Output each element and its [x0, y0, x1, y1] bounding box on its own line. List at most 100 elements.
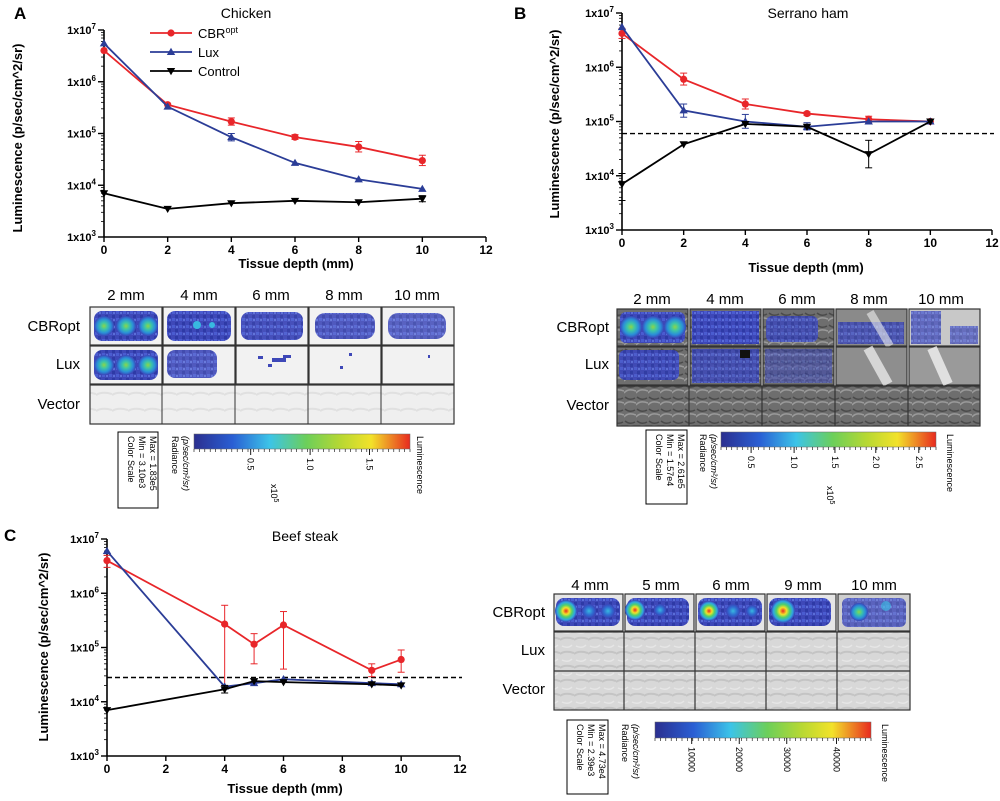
y-tick-label: 1x104	[67, 177, 96, 192]
chart-a-xlabel: Tissue depth (mm)	[238, 256, 353, 271]
y-tick-label: 1x107	[67, 22, 96, 37]
depth-labels-a: 2 mm 4 mm 6 mm 8 mm 10 mm	[107, 287, 440, 304]
radiance-label: Radiance	[620, 724, 630, 762]
data-point	[864, 151, 873, 159]
y-tick-label: 1x103	[585, 222, 614, 237]
data-point	[741, 100, 749, 108]
legend-marker	[166, 68, 176, 76]
series-control	[617, 118, 935, 201]
depth-label: 6 mm	[712, 577, 750, 594]
x-tick-label: 8	[355, 243, 362, 257]
data-point	[679, 141, 688, 149]
data-point	[102, 707, 112, 715]
data-point	[618, 29, 626, 38]
image-panel-b: 2 mm 4 mm 6 mm 8 mm 10 mm CBRopt Lux Vec…	[556, 291, 981, 505]
y-tick-label: 1x103	[70, 748, 99, 763]
tile-lux-2mm	[89, 345, 163, 385]
color-scale-c: Color Scale Min = 2.39e3 Max = 4.73e4 Ra…	[566, 719, 890, 795]
tile-vector-row	[616, 385, 981, 427]
x-tick-label: 12	[453, 762, 467, 776]
tile-lux-10mm	[381, 345, 455, 385]
scale-end-label: Luminescence	[945, 434, 955, 492]
series-control	[99, 190, 427, 214]
data-point	[354, 199, 363, 207]
color-bar	[654, 721, 872, 739]
x-tick-label: 2	[680, 236, 687, 250]
depth-label: 10 mm	[394, 287, 440, 304]
y-tick-label: 1x105	[70, 640, 99, 655]
scale-box-line: Max = 1.83e5	[148, 436, 158, 491]
data-point	[227, 132, 236, 141]
scale-box-line: Min = 2.39e3	[586, 724, 596, 776]
tile-lux-8mm	[308, 345, 382, 385]
data-point	[290, 197, 300, 206]
radiance-units: (p/sec/cm²/sr)	[709, 434, 719, 489]
series-line	[103, 192, 423, 210]
series-cbropt	[103, 554, 405, 686]
data-point	[163, 102, 172, 110]
depth-label: 2 mm	[107, 287, 145, 304]
series-lux	[99, 39, 427, 192]
x-tick-label: 10	[924, 236, 938, 250]
x-tick-label: 4	[228, 243, 235, 257]
color-bar-tick-label: 1.5	[830, 456, 840, 469]
color-bar-tick-label: 2.0	[871, 456, 881, 469]
data-point	[279, 679, 288, 687]
tile-cbropt-4mm	[162, 306, 236, 346]
y-tick-label: 1x106	[585, 59, 614, 74]
depth-label: 4 mm	[571, 577, 609, 594]
x-tick-label: 0	[619, 236, 626, 250]
color-bar-tick-label: 20000	[734, 747, 744, 772]
x-tick-label: 12	[479, 243, 493, 257]
row-label: Vector	[502, 681, 545, 698]
data-point	[100, 46, 108, 55]
chart-a: A Chicken 0 2 4 6 8 10 12 1x103 1x104 1x105 1x106 1…	[10, 4, 493, 271]
color-bar-ticks-a: 0.5 1.0 1.5	[193, 449, 411, 471]
data-point	[396, 682, 406, 690]
chart-a-ylabel: Luminescence (p/sec/cm^2/sr)	[10, 44, 25, 233]
panel-label-b: B	[514, 4, 526, 23]
data-point	[741, 120, 750, 129]
tile-lux-8mm	[835, 345, 908, 387]
depth-label: 6 mm	[252, 287, 290, 304]
depth-label: 4 mm	[180, 287, 218, 304]
color-scale-a: Color Scale Min = 3.10e3 Max = 1.83e5 Ra…	[117, 431, 425, 509]
tile-lux-6mm	[235, 345, 309, 385]
color-bar-tick-label: 1.0	[789, 456, 799, 469]
chart-a-legend: CBRopt Lux Control	[150, 25, 240, 79]
tile-cbropt-10mm	[381, 306, 455, 346]
row-labels-a: CBRopt Lux Vector	[27, 318, 80, 413]
image-panel-c: 4 mm 5 mm 6 mm 9 mm 10 mm CBRopt Lux Vec…	[492, 577, 911, 795]
chart-c-axes: 0 2 4 6 8 10 12 1x103 1x104 1x105 1x106 1x107	[70, 531, 467, 776]
chart-a-title: Chicken	[221, 5, 272, 21]
data-point	[418, 156, 426, 165]
chart-c-ylabel: Luminescence (p/sec/cm^2/sr)	[36, 553, 51, 742]
chart-b-xlabel: Tissue depth (mm)	[748, 260, 863, 275]
tile-cbropt-6mm	[762, 308, 835, 347]
depth-label: 8 mm	[850, 291, 888, 308]
x-tick-label: 10	[416, 243, 430, 257]
data-point	[103, 556, 111, 565]
series-line	[106, 559, 402, 672]
scale-multiplier: x105	[269, 484, 279, 503]
radiance-label: Radiance	[170, 436, 180, 474]
series-line	[621, 32, 931, 123]
panel-label-c: C	[4, 526, 16, 545]
row-label: Vector	[566, 397, 609, 414]
color-scale-b: Color Scale Min = 1.57e4 Max = 2.61e5 Ra…	[645, 429, 955, 505]
chart-b-ylabel: Luminescence (p/sec/cm^2/sr)	[547, 30, 562, 219]
legend-marker	[166, 47, 176, 55]
scale-multiplier: x105	[825, 486, 835, 505]
x-tick-label: 8	[865, 236, 872, 250]
radiance-units: (p/sec/cm²/sr)	[631, 724, 641, 779]
x-tick-label: 12	[985, 236, 999, 250]
depth-label: 6 mm	[778, 291, 816, 308]
row-label: CBRopt	[27, 318, 80, 335]
color-bar-ticks-b: 0.5 1.0 1.5 2.0 2.5	[720, 447, 937, 469]
data-point	[99, 190, 109, 198]
data-point	[221, 620, 229, 628]
data-point	[802, 123, 812, 131]
chart-b-axes: 0 2 4 6 8 10 12 1x103 1x104 1x105 1x106 1x107	[585, 5, 999, 250]
series-line	[621, 26, 931, 128]
tile-vector-row	[89, 384, 455, 425]
